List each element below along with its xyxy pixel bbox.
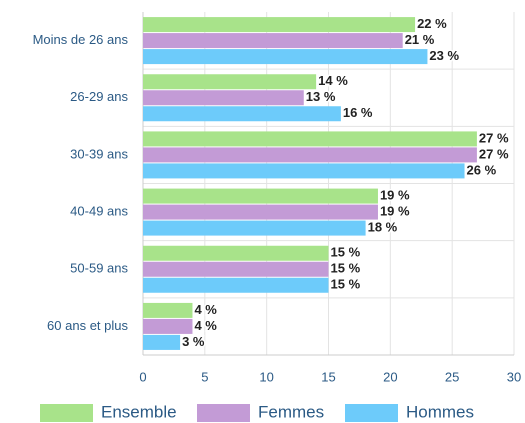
bar [143, 90, 304, 106]
bar [143, 220, 366, 236]
bar [143, 49, 428, 65]
data-label: 4 % [194, 302, 217, 317]
x-tick-label: 20 [383, 369, 397, 384]
y-tick-label: 30-39 ans [70, 146, 128, 161]
legend-label: Femmes [258, 402, 324, 421]
bar [143, 74, 317, 90]
bar [143, 147, 477, 163]
data-label: 21 % [405, 32, 435, 47]
bar [143, 33, 403, 49]
legend-label: Hommes [406, 402, 474, 421]
y-tick-label: 60 ans et plus [47, 318, 128, 333]
bar [143, 131, 477, 147]
data-label: 16 % [343, 105, 373, 120]
data-label: 3 % [182, 334, 205, 349]
data-label: 19 % [380, 204, 410, 219]
legend-swatch [197, 404, 250, 422]
data-label: 15 % [331, 261, 361, 276]
data-label: 4 % [194, 318, 217, 333]
bar [143, 245, 329, 261]
x-tick-label: 25 [445, 369, 459, 384]
bar [143, 261, 329, 277]
data-label: 23 % [429, 48, 459, 63]
x-tick-label: 5 [201, 369, 208, 384]
y-tick-label: Moins de 26 ans [33, 32, 129, 47]
data-label: 27 % [479, 146, 509, 161]
bar [143, 106, 341, 122]
y-tick-label: 50-59 ans [70, 261, 128, 276]
bar [143, 163, 465, 179]
bar [143, 204, 378, 220]
x-tick-label: 10 [259, 369, 273, 384]
data-label: 15 % [331, 277, 361, 292]
data-label: 13 % [306, 89, 336, 104]
data-label: 26 % [467, 162, 497, 177]
bar [143, 334, 181, 350]
x-tick-label: 0 [139, 369, 146, 384]
data-label: 27 % [479, 130, 509, 145]
bar [143, 318, 193, 334]
data-label: 14 % [318, 73, 348, 88]
data-label: 19 % [380, 188, 410, 203]
data-label: 22 % [417, 16, 447, 31]
legend-label: Ensemble [101, 402, 177, 421]
legend-swatch [40, 404, 93, 422]
bar [143, 17, 416, 33]
y-tick-label: 26-29 ans [70, 89, 128, 104]
bar [143, 277, 329, 293]
bar [143, 188, 378, 204]
x-tick-label: 30 [507, 369, 521, 384]
x-tick-label: 15 [321, 369, 335, 384]
data-label: 18 % [368, 220, 398, 235]
data-label: 15 % [331, 245, 361, 260]
y-tick-label: 40-49 ans [70, 204, 128, 219]
bar [143, 302, 193, 318]
legend-swatch [345, 404, 398, 422]
